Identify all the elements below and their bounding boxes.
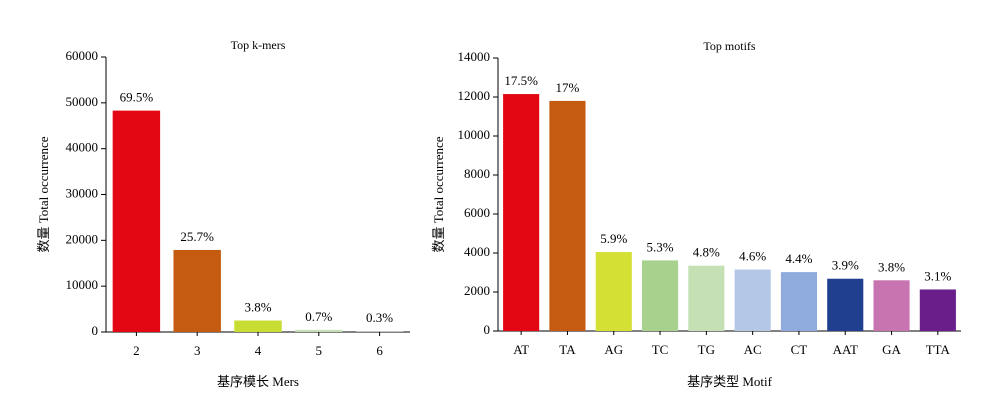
y-tick-label: 12000	[458, 88, 491, 103]
y-tick-label: 8000	[464, 166, 490, 181]
x-tick-label: AAT	[833, 342, 858, 357]
x-axis-title: 基序类型 Motif	[687, 374, 773, 389]
bar	[641, 260, 679, 331]
data-label: 25.7%	[180, 229, 214, 244]
bar	[688, 265, 725, 331]
bar	[873, 280, 910, 331]
chart-title: Top k-mers	[231, 38, 286, 52]
data-label: 3.8%	[878, 259, 905, 274]
x-tick-label: AT	[513, 342, 529, 357]
y-tick-label: 40000	[66, 140, 99, 155]
bar	[549, 100, 586, 332]
data-label: 69.5%	[120, 90, 154, 105]
y-tick-label: 14000	[458, 49, 491, 64]
bar	[780, 272, 818, 331]
bar	[234, 320, 282, 332]
data-label: 3.9%	[832, 258, 859, 273]
x-tick-label: TC	[652, 342, 669, 357]
x-tick-label: GA	[882, 342, 901, 357]
x-tick-label: TA	[559, 342, 576, 357]
bar	[295, 329, 343, 332]
y-tick-label: 10000	[66, 277, 99, 292]
y-axis-title: 数量 Total occurrence	[431, 136, 446, 252]
y-tick-label: 0	[484, 322, 491, 337]
bar	[595, 252, 632, 331]
bar	[112, 110, 161, 332]
y-tick-label: 30000	[66, 185, 99, 200]
data-label: 4.6%	[739, 249, 766, 264]
chart-title: Top motifs	[703, 39, 755, 53]
x-tick-label: 4	[255, 343, 262, 358]
y-tick-label: 6000	[464, 205, 490, 220]
x-tick-label: CT	[791, 342, 808, 357]
data-label: 5.3%	[647, 239, 674, 254]
y-tick-label: 0	[92, 323, 99, 338]
data-label: 3.8%	[244, 300, 271, 315]
x-tick-label: TTA	[926, 342, 951, 357]
y-tick-label: 20000	[66, 231, 99, 246]
data-label: 0.7%	[305, 309, 332, 324]
y-axis-title: 数量 Total occurrence	[36, 136, 51, 252]
y-tick-label: 50000	[66, 94, 99, 109]
bar	[827, 278, 864, 331]
y-tick-label: 10000	[458, 127, 491, 142]
data-label: 5.9%	[600, 231, 627, 246]
data-label: 0.3%	[366, 310, 393, 325]
x-tick-label: AG	[604, 342, 623, 357]
data-label: 4.8%	[693, 245, 720, 260]
x-tick-label: AC	[744, 342, 762, 357]
x-axis-title: 基序模长 Mers	[217, 374, 299, 389]
bar	[919, 289, 956, 331]
bar	[503, 94, 540, 331]
data-label: 3.1%	[924, 268, 951, 283]
bar	[355, 331, 404, 332]
x-tick-label: TG	[698, 342, 715, 357]
y-tick-label: 2000	[464, 283, 490, 298]
y-tick-label: 60000	[66, 48, 99, 63]
x-tick-label: 3	[194, 343, 201, 358]
bar	[173, 249, 221, 332]
data-label: 4.4%	[785, 251, 812, 266]
x-tick-label: 5	[316, 343, 323, 358]
data-label: 17%	[556, 80, 580, 95]
x-tick-label: 6	[376, 343, 383, 358]
y-tick-label: 4000	[464, 244, 490, 259]
x-tick-label: 2	[133, 343, 140, 358]
data-label: 17.5%	[504, 73, 538, 88]
bar	[734, 269, 771, 331]
